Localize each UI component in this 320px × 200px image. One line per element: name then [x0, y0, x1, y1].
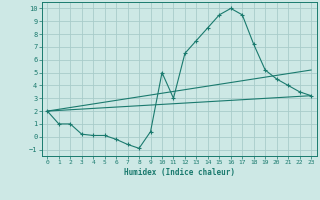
X-axis label: Humidex (Indice chaleur): Humidex (Indice chaleur): [124, 168, 235, 177]
